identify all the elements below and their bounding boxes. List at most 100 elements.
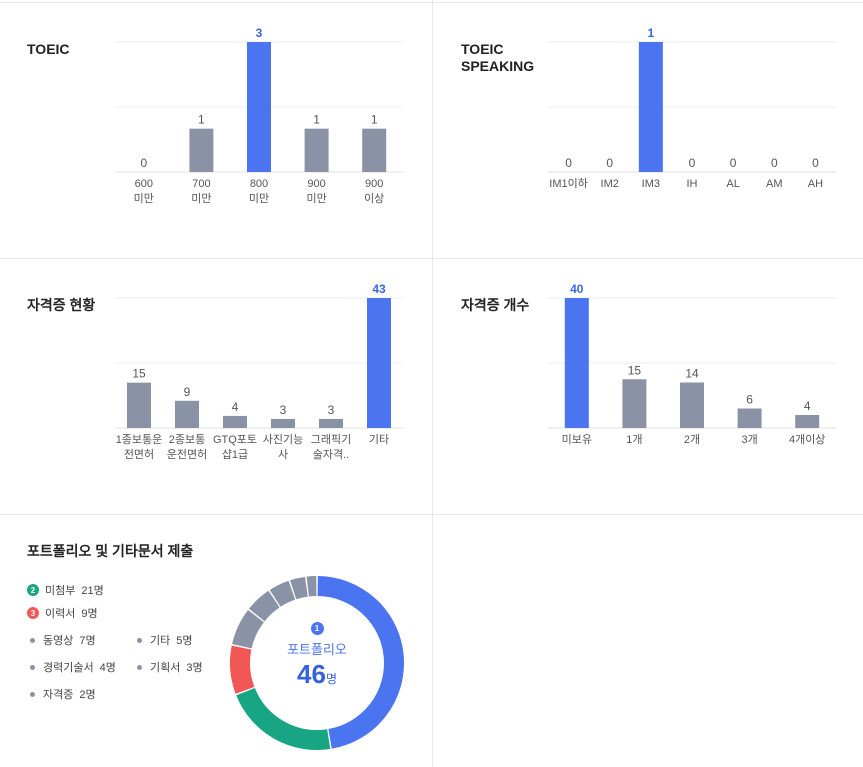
legend-dot bbox=[137, 637, 142, 643]
category-label: 미만 bbox=[191, 192, 211, 205]
portfolio-title: 포트폴리오 및 기타문서 제출 bbox=[27, 543, 194, 559]
bar-value-label: 15 bbox=[132, 367, 146, 381]
bar[interactable] bbox=[247, 42, 271, 172]
bar[interactable] bbox=[271, 418, 295, 428]
bar-value-label: 15 bbox=[628, 363, 642, 377]
category-label: 미만 bbox=[306, 192, 326, 205]
category-label: 미보유 bbox=[562, 433, 592, 446]
legend-badge: 2 bbox=[27, 584, 39, 596]
bar[interactable] bbox=[622, 379, 647, 428]
certificate-count-chart: 40 미보유 15 1개 14 2개 6 3개 4 4개이상 bbox=[548, 282, 836, 446]
bar-value-label: 0 bbox=[606, 156, 613, 170]
category-label: 900 bbox=[307, 178, 325, 190]
donut-slice[interactable] bbox=[232, 610, 265, 649]
donut-slice[interactable] bbox=[248, 590, 280, 622]
legend-label: 기타 bbox=[150, 635, 171, 647]
toeic-title: TOEIC bbox=[27, 41, 70, 57]
bar-value-label: 6 bbox=[746, 393, 753, 407]
legend-dot bbox=[30, 691, 35, 697]
donut-slice[interactable] bbox=[306, 576, 317, 597]
bar[interactable] bbox=[127, 382, 151, 428]
row-divider-2 bbox=[0, 514, 863, 515]
donut-slice[interactable] bbox=[230, 645, 255, 694]
certificate-count-title: 자격증 개수 bbox=[461, 297, 530, 313]
category-label: 4개이상 bbox=[789, 433, 825, 446]
legend-label: 경력기술서 bbox=[43, 662, 94, 674]
center-unit: 명 bbox=[325, 672, 337, 686]
legend-item-plan: 기획서 3명 bbox=[134, 659, 203, 675]
bar-value-label: 0 bbox=[565, 156, 572, 170]
toeic-speaking-panel: TOEIC SPEAKING 0 IM1이하 0 IM2 1 IM3 0 IH 0 AL 0 AM 0 A… bbox=[433, 0, 863, 258]
bar[interactable] bbox=[319, 418, 343, 428]
legend-dot bbox=[137, 664, 142, 670]
category-label: 800 bbox=[250, 178, 268, 190]
donut-slice[interactable] bbox=[236, 687, 331, 750]
bar-value-label: 14 bbox=[685, 367, 699, 381]
category-label: 그래픽기 bbox=[311, 433, 351, 446]
category-label: 900 bbox=[365, 178, 383, 190]
bar[interactable] bbox=[638, 42, 663, 172]
row-divider-1 bbox=[0, 258, 863, 259]
bar[interactable] bbox=[175, 400, 199, 428]
category-label: 600 bbox=[135, 178, 153, 190]
bar[interactable] bbox=[223, 415, 247, 428]
certificate-status-title: 자격증 현황 bbox=[27, 297, 96, 313]
bar[interactable] bbox=[564, 298, 589, 428]
bar[interactable] bbox=[304, 128, 329, 172]
category-label: 1개 bbox=[626, 433, 642, 446]
toeic-speaking-title: TOEIC SPEAKING bbox=[461, 41, 535, 74]
center-label: 포트폴리오 bbox=[287, 642, 347, 657]
legend-label: 동영상 bbox=[43, 635, 74, 647]
category-label: 미만 bbox=[134, 192, 154, 205]
bar-value-label: 43 bbox=[372, 282, 386, 296]
category-label: IH bbox=[687, 178, 698, 190]
legend-count: 3명 bbox=[186, 662, 203, 674]
donut-slice[interactable] bbox=[290, 576, 308, 600]
bar[interactable] bbox=[189, 128, 214, 172]
category-label: 사진기능 bbox=[263, 433, 303, 446]
bar[interactable] bbox=[362, 128, 387, 172]
donut-slice[interactable] bbox=[317, 576, 404, 749]
category-label: 이상 bbox=[364, 192, 384, 205]
bar[interactable] bbox=[737, 408, 762, 429]
category-label: 1종보통운 bbox=[116, 433, 163, 446]
legend-item-certificate: 자격증 2명 bbox=[27, 686, 96, 702]
category-label: AL bbox=[726, 178, 739, 190]
bar-value-label: 0 bbox=[689, 156, 696, 170]
bar-value-label: 40 bbox=[570, 282, 584, 296]
legend-item-resume: 3 이력서 9명 bbox=[27, 605, 98, 621]
toeic-panel: TOEIC 0 600 미만 1 700 미만 3 800 미만 1 900 미만 1 900 이상 bbox=[0, 0, 432, 258]
bar[interactable] bbox=[367, 298, 391, 428]
legend-count: 9명 bbox=[81, 608, 98, 620]
category-label: AM bbox=[766, 178, 783, 190]
category-label: IM3 bbox=[642, 178, 660, 190]
bar[interactable] bbox=[680, 382, 704, 429]
bar[interactable] bbox=[795, 415, 820, 428]
category-label: 샵1급 bbox=[222, 448, 248, 461]
legend-item-missing: 2 미첨부 21명 bbox=[27, 582, 104, 598]
bar-value-label: 4 bbox=[232, 400, 239, 414]
category-label: 3개 bbox=[741, 433, 757, 446]
category-label: 운전면허 bbox=[167, 448, 207, 461]
donut-center: 1 포트폴리오 46명 bbox=[257, 622, 377, 693]
category-label: 2개 bbox=[684, 433, 700, 446]
donut-slice[interactable] bbox=[269, 580, 296, 607]
bar-value-label: 3 bbox=[256, 26, 263, 40]
bar-value-label: 0 bbox=[812, 156, 819, 170]
category-label: IM1이하 bbox=[549, 176, 588, 190]
certificate-status-panel: 자격증 현황 15 1종보통운 전면허 9 2종보통 운전면허 4 GTQ포토 샵1급 3 사진기능… bbox=[0, 259, 432, 514]
category-label: GTQ포토 bbox=[213, 434, 257, 446]
bar-value-label: 3 bbox=[328, 403, 335, 417]
portfolio-panel: 포트폴리오 및 기타문서 제출 2 미첨부 21명 3 이력서 9명 동영상 7… bbox=[0, 515, 432, 767]
vertical-divider bbox=[432, 0, 433, 767]
toeic-chart: 0 600 미만 1 700 미만 3 800 미만 1 900 미만 1 900 이상 bbox=[115, 26, 403, 205]
legend-label: 기획서 bbox=[150, 662, 181, 674]
bar-value-label: 1 bbox=[648, 26, 655, 40]
category-label: 미만 bbox=[249, 192, 269, 205]
category-label: IM2 bbox=[601, 178, 619, 190]
legend-badge: 3 bbox=[27, 607, 39, 619]
legend-count: 7명 bbox=[79, 635, 96, 647]
category-label: 사 bbox=[278, 448, 288, 461]
legend-dot bbox=[30, 664, 35, 670]
bar-value-label: 0 bbox=[140, 156, 147, 170]
